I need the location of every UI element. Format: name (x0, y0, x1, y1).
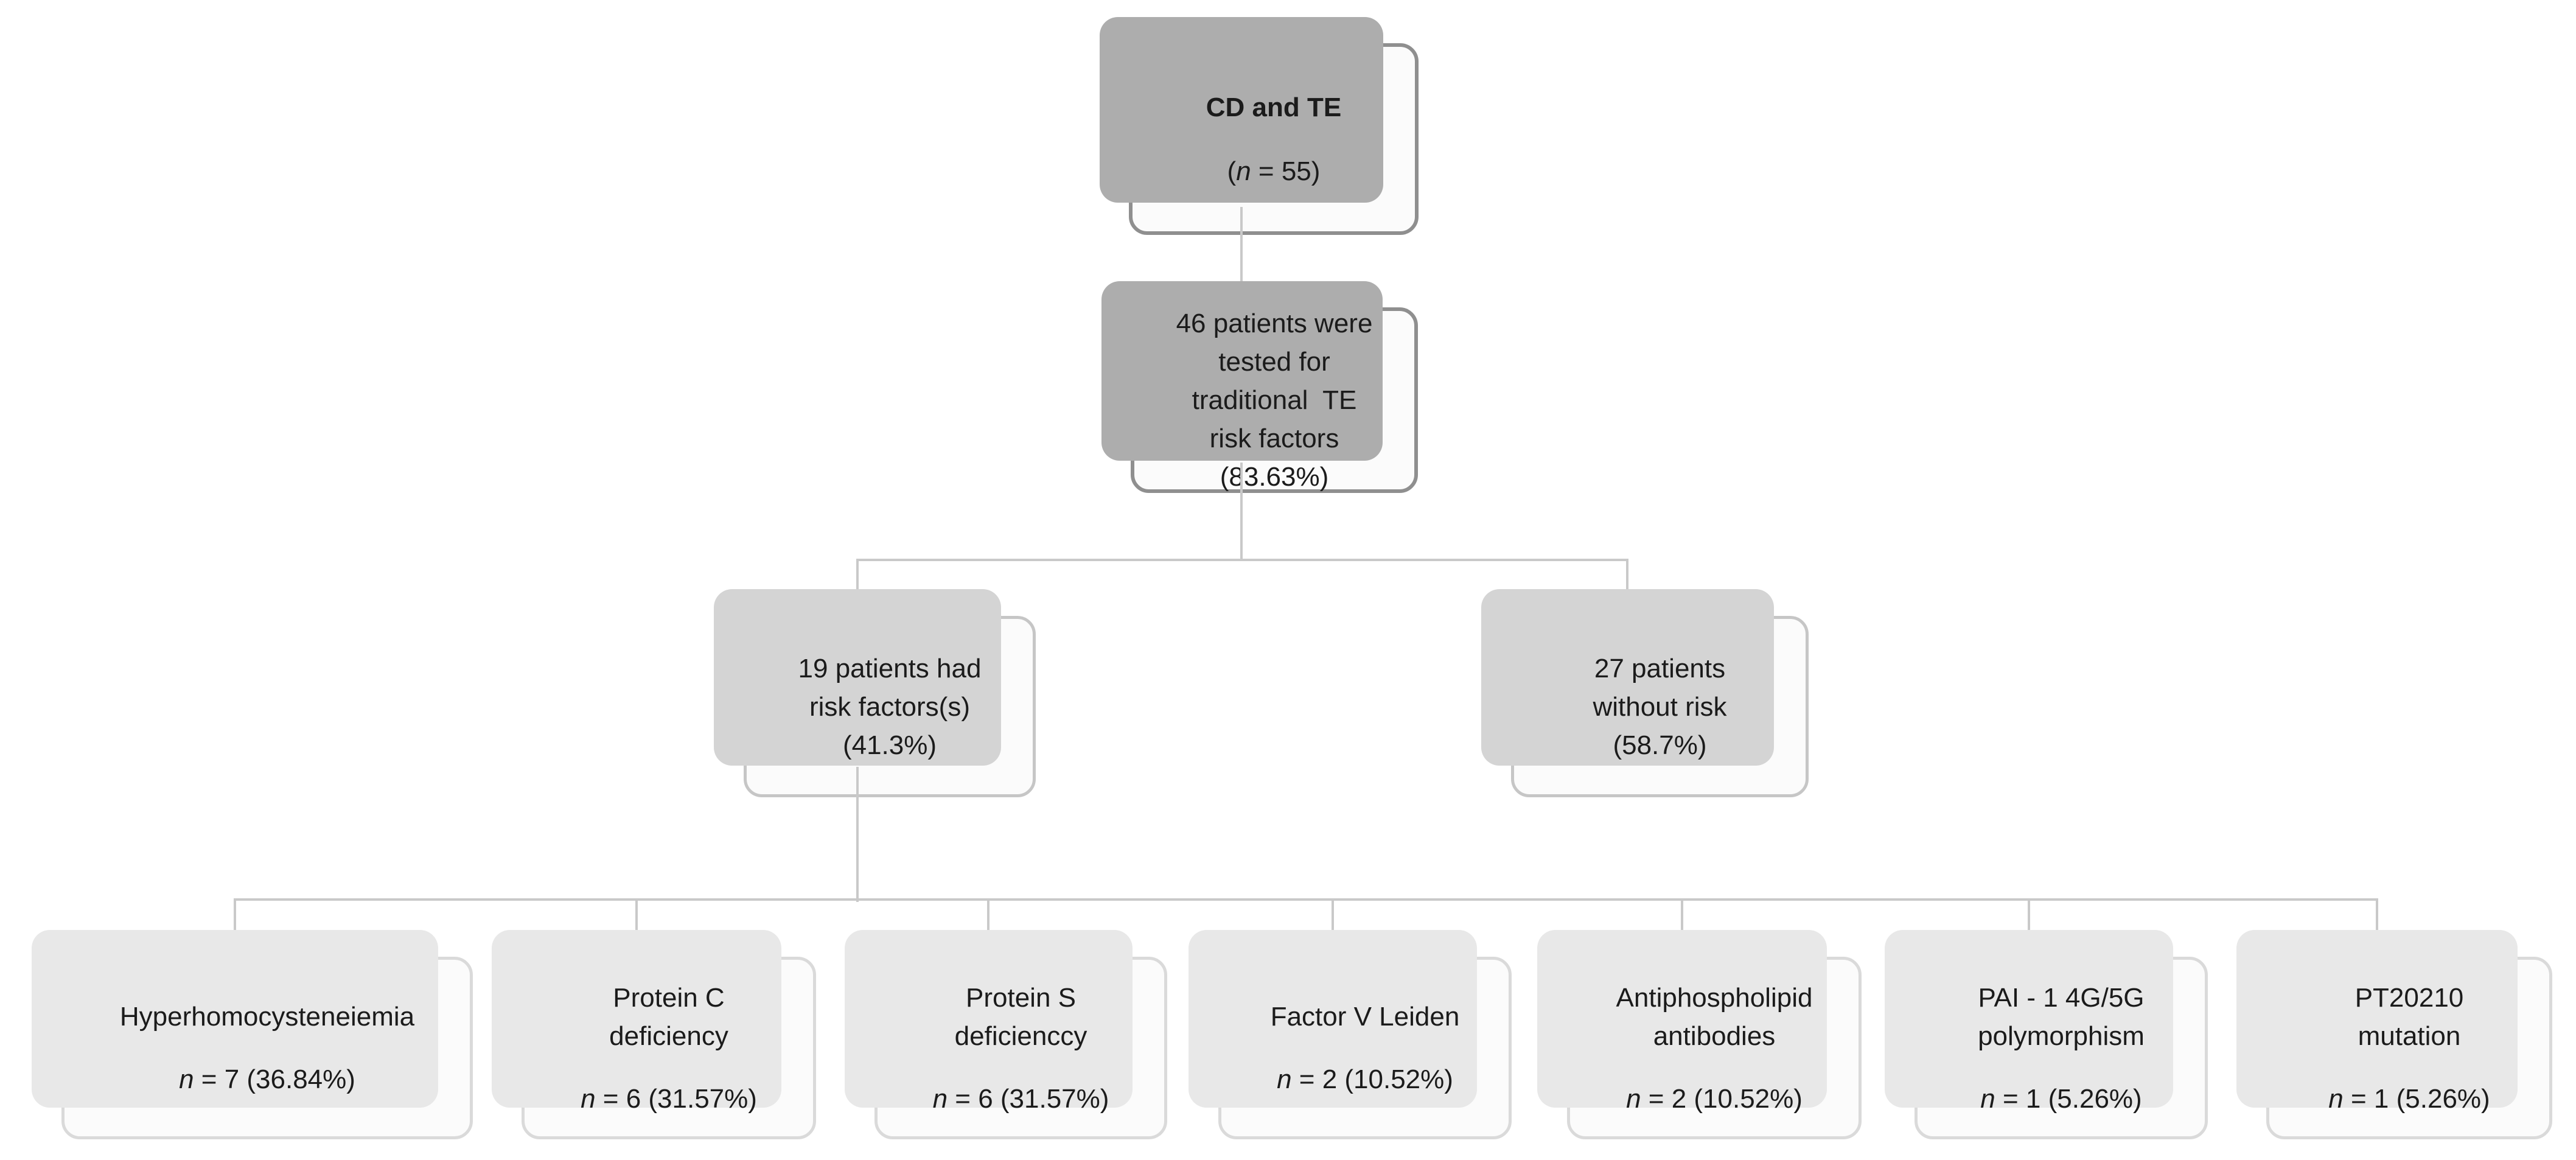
count-n-symbol: n (1236, 156, 1251, 186)
risk-factor-count: n = 2 (10.52%) (1626, 1080, 1803, 1118)
node-hyperhomocysteneiemia: Hyperhomocysteneiemia n = 7 (36.84%) (61, 957, 473, 1139)
risk-factor-count: n = 7 (36.84%) (179, 1060, 355, 1099)
risk-factor-count: n = 6 (31.57%) (581, 1080, 757, 1118)
n-value: = 2 (10.52%) (1641, 1083, 1803, 1114)
n-value: = 2 (10.52%) (1291, 1064, 1453, 1094)
n-symbol: n (179, 1064, 194, 1094)
count-suffix: = 55) (1251, 156, 1321, 186)
node-tested-for-risk-factors: 46 patients were tested for traditional … (1131, 307, 1418, 493)
n-value: = 6 (31.57%) (595, 1083, 757, 1114)
n-symbol: n (1626, 1083, 1641, 1114)
count-prefix: ( (1227, 156, 1237, 186)
connector-bottom-crossbar (234, 898, 2378, 901)
node-pai-1-polymorphism: PAI - 1 4G/5G polymorphism n = 1 (5.26%) (1915, 957, 2208, 1139)
node-cd-and-te: CD and TE (n = 55) (1129, 43, 1419, 235)
node-pt20210-mutation: PT20210 mutation n = 1 (5.26%) (2266, 957, 2552, 1139)
connector-tested-stem (1240, 463, 1243, 561)
n-symbol: n (581, 1083, 596, 1114)
node-cd-and-te-count: (n = 55) (1227, 152, 1321, 190)
n-value: = 1 (5.26%) (1995, 1083, 2142, 1114)
risk-factor-count: n = 1 (5.26%) (1980, 1080, 2141, 1118)
connector-level3-crossbar (856, 559, 1628, 561)
risk-factor-label: Protein S deficienccy (954, 982, 1087, 1051)
n-symbol: n (932, 1083, 948, 1114)
n-symbol: n (2328, 1083, 2344, 1114)
risk-factor-label: Protein C deficiency (609, 982, 728, 1051)
risk-factor-label: PT20210 mutation (2354, 982, 2464, 1051)
risk-factor-count: n = 2 (10.52%) (1277, 1060, 1453, 1099)
risk-factor-label: Antiphospholipid antibodies (1616, 982, 1813, 1051)
n-symbol: n (1980, 1083, 1995, 1114)
node-without-risk-text: 27 patients without risk (58.7%) (1593, 653, 1727, 760)
risk-factor-count: n = 6 (31.57%) (933, 1080, 1109, 1118)
risk-factor-label: Factor V Leiden (1270, 1002, 1460, 1032)
node-protein-c-deficiency: Protein C deficiency n = 6 (31.57%) (522, 957, 816, 1139)
n-value: = 1 (5.26%) (2343, 1083, 2490, 1114)
risk-factor-label: Hyperhomocysteneiemia (119, 1002, 415, 1032)
node-with-risk-factors: 19 patients had risk factors(s) (41.3%) (744, 616, 1036, 797)
connector-root-to-tested (1240, 207, 1243, 316)
node-without-risk: 27 patients without risk (58.7%) (1511, 616, 1809, 797)
n-value: = 7 (36.84%) (194, 1064, 355, 1094)
node-cd-and-te-title: CD and TE (1206, 92, 1342, 122)
node-with-risk-text: 19 patients had risk factors(s) (41.3%) (798, 653, 982, 760)
n-value: = 6 (31.57%) (948, 1083, 1109, 1114)
node-antiphospholipid-antibodies: Antiphospholipid antibodies n = 2 (10.52… (1567, 957, 1862, 1139)
node-tested-text: 46 patients were tested for traditional … (1176, 309, 1373, 492)
connector-with-risk-stem (856, 767, 859, 902)
n-symbol: n (1277, 1064, 1292, 1094)
risk-factor-label: PAI - 1 4G/5G polymorphism (1978, 982, 2145, 1051)
risk-factor-count: n = 1 (5.26%) (2328, 1080, 2490, 1118)
node-protein-s-deficiency: Protein S deficienccy n = 6 (31.57%) (874, 957, 1167, 1139)
node-factor-v-leiden: Factor V Leiden n = 2 (10.52%) (1218, 957, 1512, 1139)
